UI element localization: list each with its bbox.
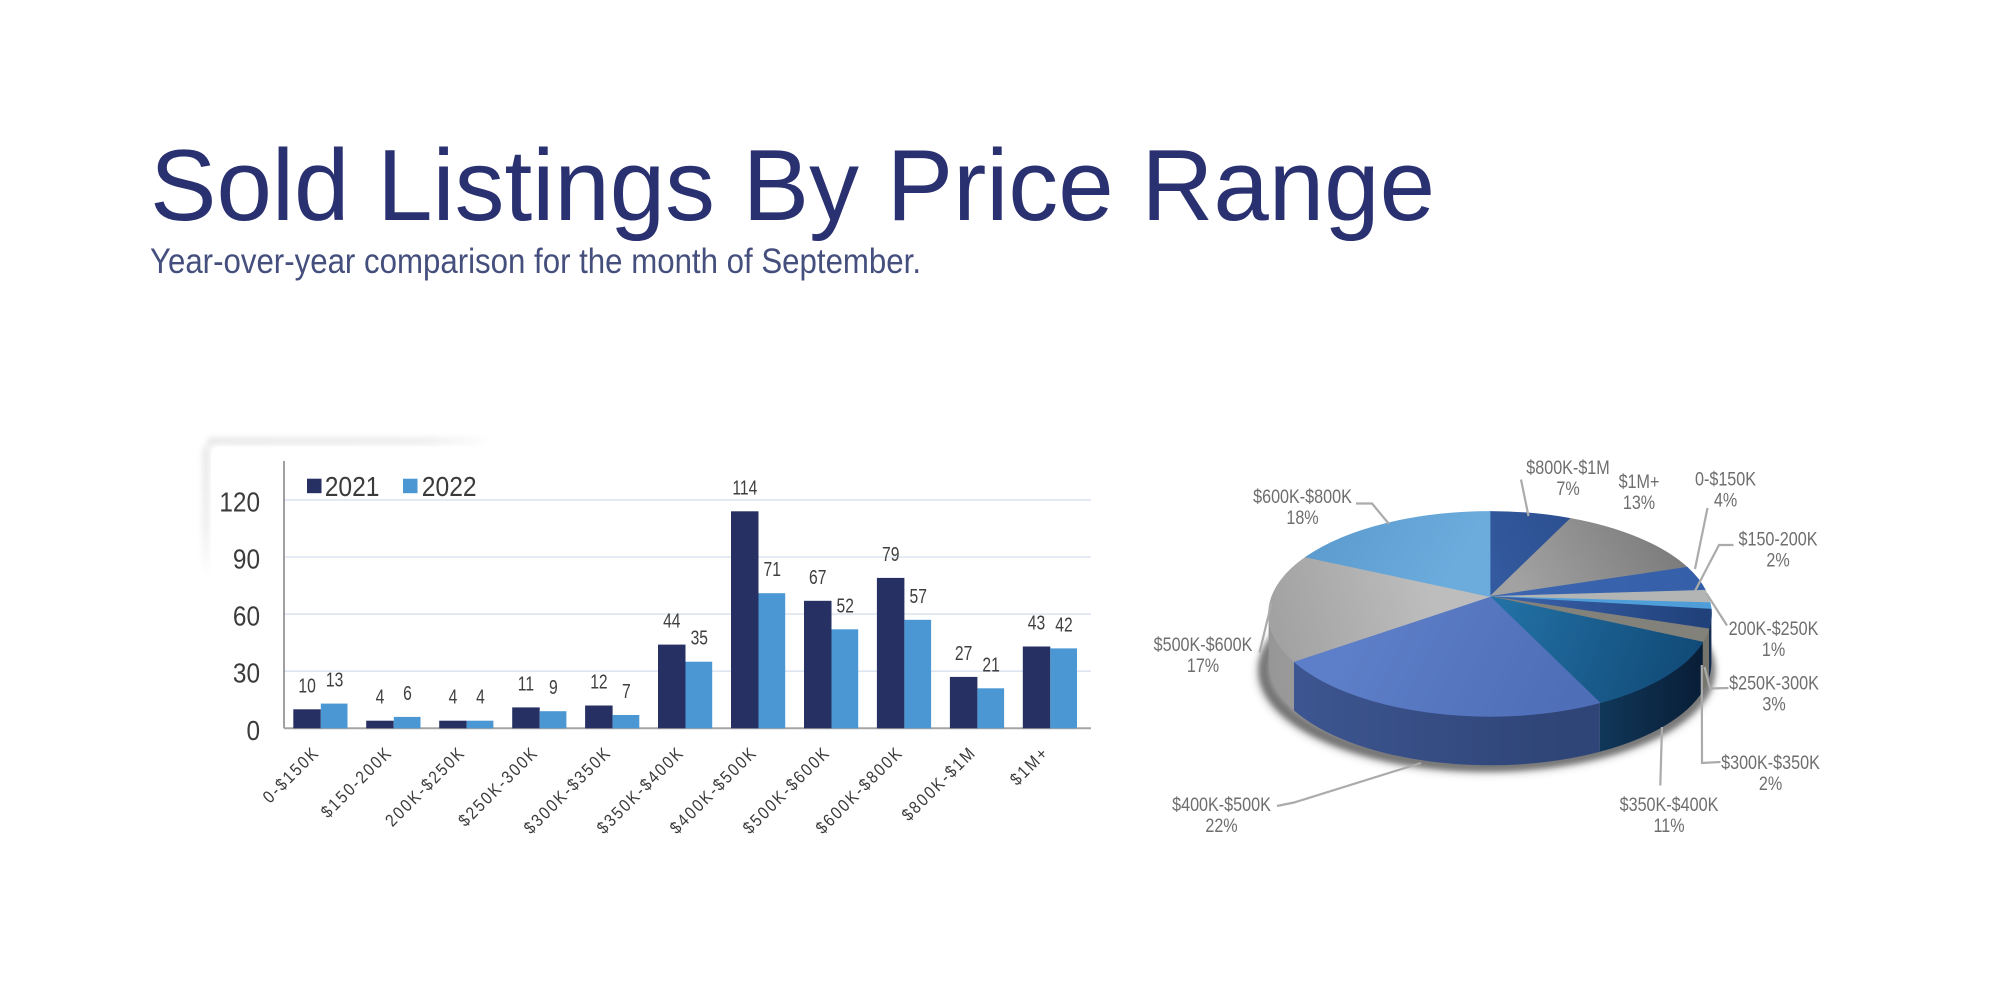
svg-text:10: 10 <box>298 673 315 697</box>
svg-text:42: 42 <box>1055 612 1072 636</box>
svg-text:$1M+: $1M+ <box>1619 471 1660 493</box>
svg-text:21: 21 <box>982 652 999 676</box>
svg-text:$150-200K: $150-200K <box>1739 528 1818 550</box>
svg-text:11%: 11% <box>1653 815 1684 837</box>
svg-text:12: 12 <box>590 669 607 693</box>
svg-text:43: 43 <box>1028 610 1045 634</box>
svg-text:0: 0 <box>246 714 260 746</box>
svg-text:13: 13 <box>326 667 343 691</box>
svg-text:27: 27 <box>955 641 972 665</box>
svg-text:4: 4 <box>476 685 485 709</box>
svg-text:6: 6 <box>403 681 412 705</box>
svg-text:90: 90 <box>233 543 260 575</box>
svg-text:7%: 7% <box>1556 478 1580 500</box>
svg-text:$600K-$800K: $600K-$800K <box>1253 486 1352 508</box>
svg-text:0-$150K: 0-$150K <box>1695 468 1756 490</box>
svg-text:11: 11 <box>518 671 534 695</box>
svg-text:$350K-$400K: $350K-$400K <box>1620 794 1719 816</box>
svg-text:$400K-$500K: $400K-$500K <box>1172 794 1271 816</box>
svg-text:4%: 4% <box>1714 489 1738 511</box>
svg-text:2022: 2022 <box>422 471 477 503</box>
svg-text:1%: 1% <box>1762 639 1786 661</box>
svg-text:$250K-300K: $250K-300K <box>1729 672 1819 694</box>
svg-text:13%: 13% <box>1623 492 1656 514</box>
svg-text:67: 67 <box>809 565 826 589</box>
svg-text:60: 60 <box>233 600 260 632</box>
svg-text:3%: 3% <box>1762 693 1786 715</box>
svg-text:2%: 2% <box>1759 773 1783 795</box>
svg-text:$300K-$350K: $300K-$350K <box>1721 752 1820 774</box>
svg-text:22%: 22% <box>1205 815 1238 837</box>
svg-text:71: 71 <box>763 557 780 581</box>
svg-text:9: 9 <box>549 675 558 699</box>
svg-text:$500K-$600K: $500K-$600K <box>1154 634 1253 656</box>
svg-text:35: 35 <box>691 626 708 650</box>
svg-text:2%: 2% <box>1766 549 1790 571</box>
svg-text:7: 7 <box>622 679 631 703</box>
svg-text:Sold Listings By Price Range: Sold Listings By Price Range <box>150 130 1435 242</box>
svg-text:4: 4 <box>449 685 458 709</box>
svg-text:30: 30 <box>233 657 260 689</box>
svg-text:52: 52 <box>836 593 853 617</box>
svg-text:4: 4 <box>376 685 385 709</box>
svg-text:17%: 17% <box>1187 655 1220 677</box>
svg-text:Year-over-year comparison for: Year-over-year comparison for the month … <box>150 242 921 281</box>
svg-text:200K-$250K: 200K-$250K <box>1729 618 1819 640</box>
svg-text:$800K-$1M: $800K-$1M <box>1526 457 1609 479</box>
svg-text:79: 79 <box>882 542 899 566</box>
svg-text:18%: 18% <box>1286 507 1319 529</box>
svg-text:44: 44 <box>663 608 680 632</box>
svg-text:57: 57 <box>909 584 926 608</box>
svg-text:120: 120 <box>219 486 260 518</box>
svg-text:2021: 2021 <box>325 471 380 503</box>
svg-text:114: 114 <box>732 475 757 499</box>
